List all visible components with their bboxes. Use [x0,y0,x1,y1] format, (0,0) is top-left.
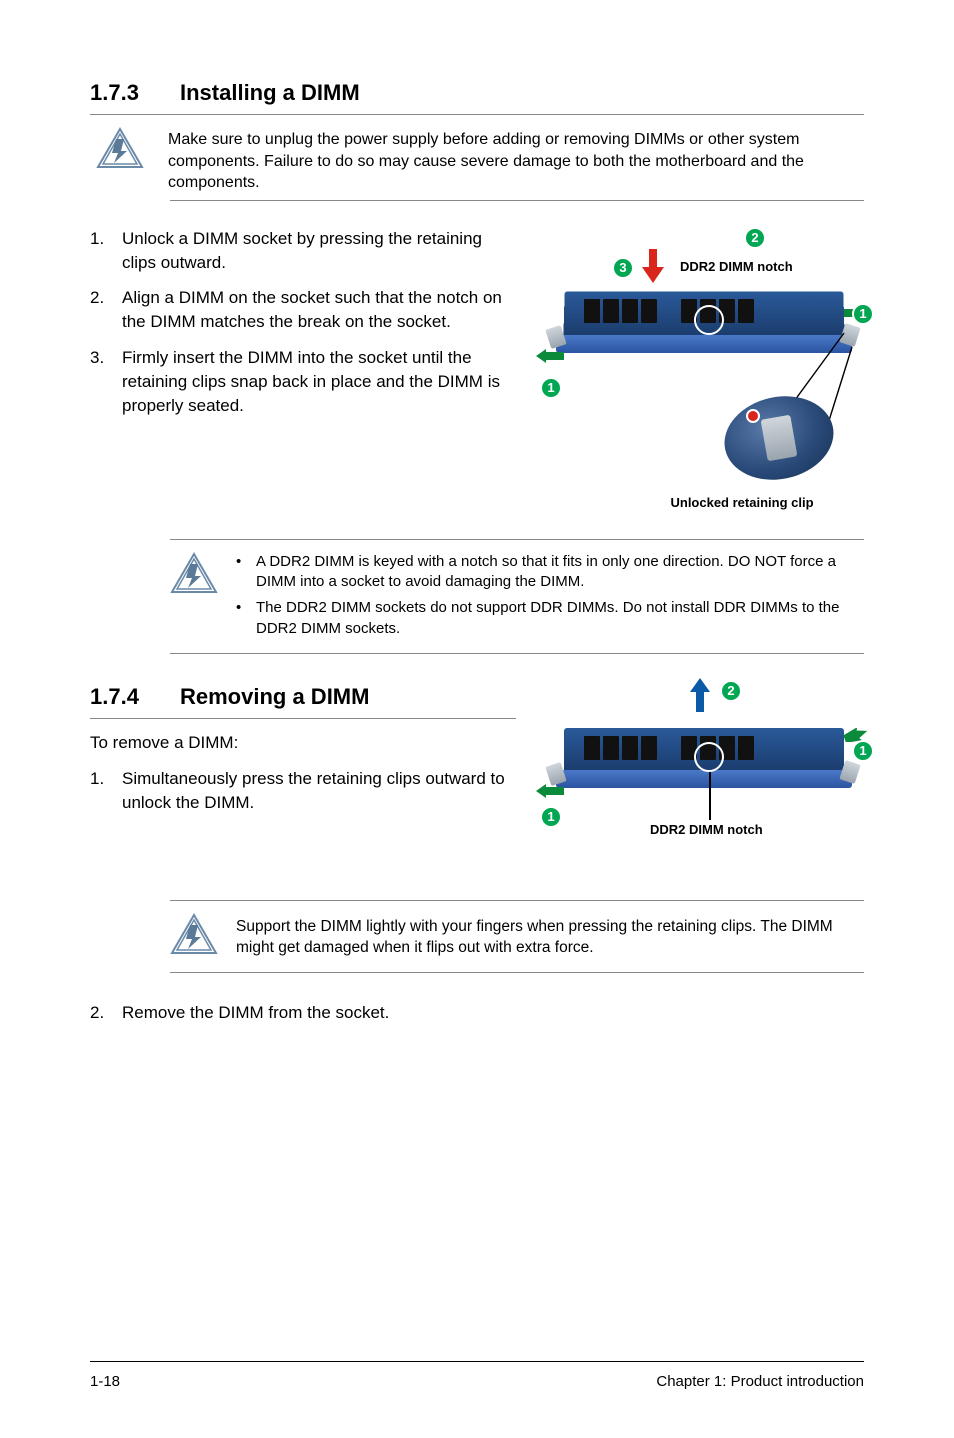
install-notes: •A DDR2 DIMM is keyed with a notch so th… [170,539,864,654]
install-step-2: 2.Align a DIMM on the socket such that t… [90,286,516,334]
note-item-2: •The DDR2 DIMM sockets do not support DD… [236,598,864,639]
removal-step-1: 1.Simultaneously press the retaining cli… [90,767,516,815]
footer-chapter: Chapter 1: Product introduction [656,1373,864,1390]
install-step-1: 1.Unlock a DIMM socket by pressing the r… [90,227,516,275]
install-steps: 1.Unlock a DIMM socket by pressing the r… [90,227,516,527]
warning-icon [170,552,218,601]
divider [170,200,864,201]
warning-icon [90,127,150,171]
arrow-left-icon [536,784,564,798]
figure-badge-2: 2 [720,680,742,702]
figure-badge-1-left: 1 [540,806,562,828]
warning-icon [170,913,218,962]
section-heading-remove: 1.7.4 Removing a DIMM [90,684,516,710]
section-number: 1.7.4 [90,684,180,710]
removal-figure: 2 1 1 DDR2 DIMM notch [534,684,864,884]
arrow-up-icon [690,678,710,712]
footer-rule [90,1361,864,1362]
dimm-chips [584,736,754,760]
arrow-left-icon [536,349,564,363]
support-text: Support the DIMM lightly with your finge… [236,913,864,959]
dimm-socket [556,770,852,788]
page-footer: 1-18 Chapter 1: Product introduction [90,1373,864,1390]
removal-step-2: 2. Remove the DIMM from the socket. [90,1003,864,1023]
section-title: Removing a DIMM [180,684,369,710]
figure-badge-2: 2 [744,227,766,249]
arrow-down-icon [642,249,664,283]
section-heading-install: 1.7.3 Installing a DIMM [90,80,864,106]
unlock-label: Unlocked retaining clip [642,495,842,510]
notch-pointer-line [709,772,711,820]
zoom-red-dot [746,409,760,423]
figure-badge-3: 3 [612,257,634,279]
figure-badge-1-right: 1 [852,303,874,325]
divider [90,114,864,115]
warning-text: Make sure to unplug the power supply bef… [168,127,864,194]
section-number: 1.7.3 [90,80,180,106]
install-content-row: 1.Unlock a DIMM socket by pressing the r… [90,227,864,527]
footer-page-number: 1-18 [90,1373,120,1390]
figure-badge-1-right: 1 [852,740,874,762]
install-step-3: 3.Firmly insert the DIMM into the socket… [90,346,516,417]
removal-content-row: 1.7.4 Removing a DIMM To remove a DIMM: … [90,684,864,884]
dimm-chips [584,299,754,323]
install-figure: 2 3 DDR2 DIMM notch [534,227,864,527]
section-title: Installing a DIMM [180,80,360,106]
warning-callout: Make sure to unplug the power supply bef… [90,127,864,194]
removal-lead: To remove a DIMM: [90,733,516,753]
notch-label: DDR2 DIMM notch [650,822,763,837]
figure-badge-1-left: 1 [540,377,562,399]
notch-highlight [694,305,724,335]
support-callout: Support the DIMM lightly with your finge… [170,900,864,973]
notch-label: DDR2 DIMM notch [680,259,793,274]
note-item-1: •A DDR2 DIMM is keyed with a notch so th… [236,552,864,593]
notch-highlight [694,742,724,772]
